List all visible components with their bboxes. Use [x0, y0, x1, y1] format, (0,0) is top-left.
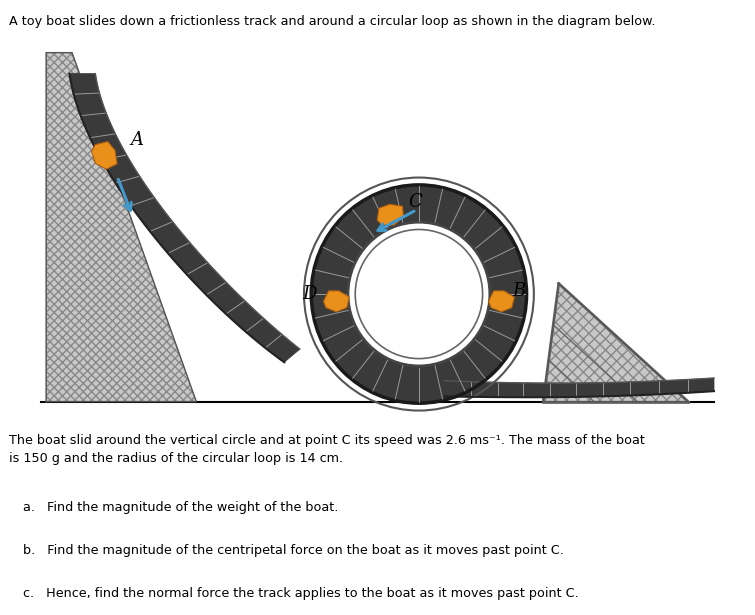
- Text: The boat slid around the vertical circle and at point C its speed was 2.6 ms⁻¹. : The boat slid around the vertical circle…: [9, 434, 645, 464]
- Text: a.   Find the magnitude of the weight of the boat.: a. Find the magnitude of the weight of t…: [23, 501, 338, 514]
- Polygon shape: [46, 53, 196, 402]
- Text: C: C: [408, 193, 423, 212]
- Polygon shape: [378, 204, 403, 225]
- Polygon shape: [543, 284, 688, 402]
- Text: D: D: [303, 285, 317, 303]
- Text: b.   Find the magnitude of the centripetal force on the boat as it moves past po: b. Find the magnitude of the centripetal…: [23, 544, 563, 557]
- Text: B: B: [512, 282, 525, 300]
- Text: c.   Hence, find the normal force the track applies to the boat as it moves past: c. Hence, find the normal force the trac…: [23, 587, 578, 600]
- Polygon shape: [91, 141, 117, 169]
- Circle shape: [349, 223, 488, 365]
- Polygon shape: [323, 291, 350, 312]
- Polygon shape: [445, 378, 714, 397]
- Polygon shape: [311, 185, 526, 403]
- Polygon shape: [69, 74, 300, 362]
- Text: A: A: [130, 131, 143, 149]
- Polygon shape: [488, 291, 514, 312]
- Text: A toy boat slides down a frictionless track and around a circular loop as shown : A toy boat slides down a frictionless tr…: [9, 15, 655, 28]
